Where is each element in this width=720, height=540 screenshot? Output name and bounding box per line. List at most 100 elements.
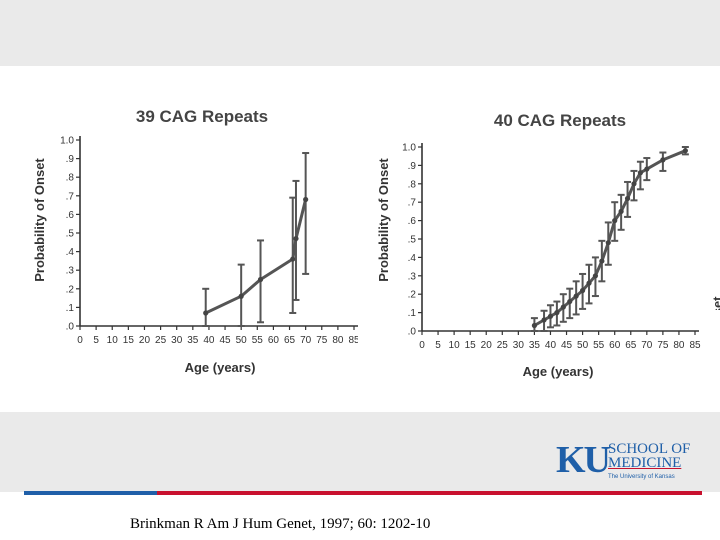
ku-school-of-medicine-logo: KU SCHOOL OF MEDICINE The University of … [556,440,706,484]
x-tick-label: 30 [513,340,525,351]
x-tick-label: 65 [625,340,637,351]
y-tick-label: .4 [66,247,75,258]
x-tick-label: 45 [561,340,573,351]
x-tick-label: 5 [93,335,99,346]
logo-line-university: The University of Kansas [608,474,675,480]
x-tick-label: 25 [155,335,167,346]
x-tick-label: 85 [348,335,358,346]
x-tick-label: 55 [593,340,605,351]
accent-stripe-blue [24,491,157,495]
series-line [533,149,686,327]
y-axis-label: Probability of Onset [32,158,47,282]
data-point [579,287,586,294]
y-tick-label: .7 [408,198,417,209]
x-tick-label: 70 [641,340,653,351]
data-point [541,317,547,323]
y-tick-label: .1 [408,308,417,319]
data-point [660,157,666,163]
y-tick-label: .5 [408,235,417,246]
y-axis-label: Probability of Onset [376,158,391,282]
x-tick-label: 50 [236,335,248,346]
data-point [560,304,566,310]
x-tick-label: 20 [481,340,493,351]
data-point [531,322,538,329]
citation: Brinkman R Am J Hum Genet, 1997; 60: 120… [130,516,431,532]
logo-line-medicine: MEDICINE [608,455,682,471]
x-tick-label: 0 [77,335,83,346]
x-tick-label: 80 [673,340,685,351]
x-tick-label: 10 [449,340,461,351]
data-point [290,256,296,262]
data-point [631,181,637,187]
x-tick-label: 5 [435,340,441,351]
chart-39-cag-repeats: 39 CAG Repeats Probability of Onset Age … [28,96,358,386]
chart-40-svg: 40 CAG Repeats Probability of Onset Age … [376,111,701,379]
data-point [303,196,309,203]
y-tick-label: 1.0 [60,136,74,147]
data-point [586,280,592,286]
data-point [293,235,299,242]
logo-ku-mark: KU [556,439,611,481]
chart-title: 39 CAG Repeats [136,107,268,126]
header-band [0,0,720,66]
footer-band [0,412,720,492]
data-point [238,293,244,299]
y-tick-label: .6 [408,216,417,227]
x-tick-label: 70 [300,335,312,346]
cropped-axis-label: Probability of Onset [702,160,720,310]
y-tick-label: .1 [66,303,75,314]
x-axis-label: Age (years) [523,364,594,379]
x-tick-label: 10 [107,335,119,346]
x-tick-label: 65 [284,335,296,346]
y-tick-label: .8 [66,173,75,184]
x-tick-label: 20 [139,335,151,346]
data-point [618,208,624,214]
x-tick-label: 25 [497,340,509,351]
plot-area: .0 .1 .2 .3 .4 .5 .6 .7 .8 .9 1.0 0 5 10 15 20 25 30 35 40 4… [402,143,701,352]
data-point [612,218,618,224]
y-tick-label: .6 [66,210,75,221]
x-tick-label: 75 [316,335,328,346]
x-tick-label: 40 [203,335,215,346]
data-point [554,310,560,316]
x-tick-label: 30 [171,335,183,346]
x-tick-label: 15 [465,340,477,351]
y-tick-label: .9 [408,161,417,172]
x-tick-label: 60 [609,340,621,351]
y-tick-label: .3 [408,271,417,282]
data-point [203,310,209,316]
accent-stripe-red [157,491,702,495]
x-tick-label: 80 [332,335,344,346]
x-axis-label: Age (years) [185,360,256,375]
x-tick-label: 0 [419,340,425,351]
data-point [644,166,650,172]
x-tick-label: 35 [187,335,199,346]
data-point [637,170,643,176]
x-tick-label: 50 [577,340,589,351]
x-tick-label: 40 [545,340,557,351]
data-point [573,293,579,299]
y-tick-label: .2 [408,290,417,301]
data-point [547,313,554,319]
x-tick-label: 55 [252,335,264,346]
x-tick-label: 75 [657,340,669,351]
data-point [599,258,605,264]
data-point [682,148,688,154]
data-point [592,273,599,279]
plot-area: .0 .1 .2 .3 .4 .5 .6 .7 .8 .9 1.0 0 5 10 15 20 25 30 35 40 4… [60,136,358,346]
y-tick-label: .4 [408,253,417,264]
x-tick-label: 15 [123,335,135,346]
data-point [257,276,264,283]
x-tick-label: 45 [219,335,231,346]
chart-39-svg: 39 CAG Repeats Probability of Onset Age … [32,107,358,375]
x-tick-label: 35 [529,340,541,351]
logo-line-school: SCHOOL OF [608,441,691,457]
y-tick-label: .7 [66,191,75,202]
x-tick-label: 60 [268,335,280,346]
y-tick-label: .2 [66,284,75,295]
y-tick-label: 1.0 [402,143,416,154]
data-point [624,195,631,202]
data-point [605,240,611,246]
y-tick-label: .8 [408,179,417,190]
chart-title: 40 CAG Repeats [494,111,626,130]
